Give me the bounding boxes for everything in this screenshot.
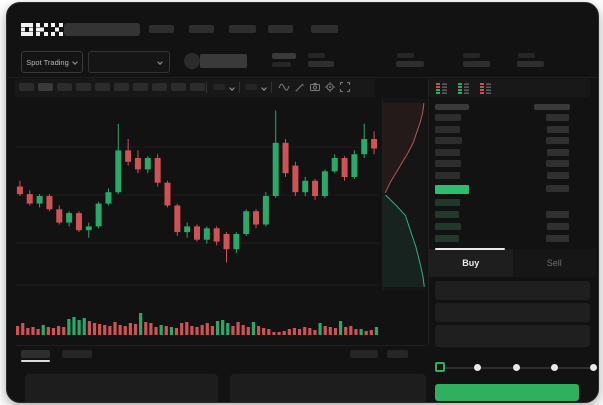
amount-input[interactable]	[435, 303, 590, 322]
slider-stop-1[interactable]	[473, 364, 481, 371]
tab-sell[interactable]: Sell	[512, 249, 596, 277]
slider-handle[interactable]	[435, 362, 445, 372]
slider-stop-2[interactable]	[512, 364, 520, 371]
stat-1-value	[308, 61, 334, 67]
line-chart-icon[interactable]	[278, 81, 290, 93]
app-window: OKX Spot Trading	[6, 2, 599, 403]
ask-row[interactable]	[429, 160, 596, 168]
price-sub-placeholder	[272, 62, 291, 67]
market-mode-label: Spot Trading	[26, 57, 69, 67]
tab-buy[interactable]: Buy	[429, 249, 513, 277]
stat-4-value	[517, 61, 544, 67]
interval-button-6[interactable]	[114, 83, 129, 91]
nav-item-4[interactable]	[268, 25, 293, 33]
history-table-placeholder	[230, 374, 426, 402]
candlestick-chart[interactable]	[15, 97, 379, 341]
bottom-action-1[interactable]	[350, 350, 378, 358]
orderbook-amount-header	[534, 104, 570, 110]
orderbook-view-bids-icon[interactable]	[457, 82, 470, 95]
bid-row[interactable]	[429, 235, 596, 243]
orders-table-placeholder	[25, 374, 218, 402]
chevron-down-icon[interactable]	[229, 85, 235, 91]
bottom-tab-active-indicator	[21, 360, 50, 362]
orderbook-toolbar	[429, 79, 590, 97]
ask-row[interactable]	[429, 148, 596, 157]
interval-button-7[interactable]	[133, 83, 148, 91]
bid-row[interactable]	[429, 211, 596, 219]
bottom-action-2[interactable]	[387, 350, 408, 358]
draw-pencil-icon[interactable]	[294, 81, 306, 93]
slider-stop-4[interactable]	[590, 364, 597, 371]
orderbook-view-both-icon[interactable]	[435, 82, 448, 95]
ask-row[interactable]	[429, 172, 596, 180]
ask-row[interactable]	[429, 114, 596, 122]
interval-button-5[interactable]	[95, 83, 110, 91]
last-price-placeholder	[272, 53, 296, 59]
interval-button-3[interactable]	[57, 83, 72, 91]
chevron-down-icon	[157, 59, 163, 65]
indicator-dropdown-2[interactable]	[245, 84, 257, 90]
stat-3-value	[463, 61, 490, 67]
interval-button-4[interactable]	[76, 83, 91, 91]
nav-item-5[interactable]	[311, 25, 338, 33]
indicator-dropdown-1[interactable]	[213, 84, 225, 90]
pair-name-placeholder	[200, 54, 247, 68]
bid-row[interactable]	[429, 223, 596, 231]
nav-item-1[interactable]	[149, 25, 174, 33]
place-buy-order-button[interactable]	[435, 384, 579, 401]
search-input[interactable]	[64, 23, 140, 36]
chevron-down-icon	[72, 59, 78, 65]
nav-item-2[interactable]	[189, 25, 214, 33]
ask-row[interactable]	[429, 125, 596, 134]
last-row[interactable]	[429, 185, 596, 194]
coin-avatar	[184, 53, 200, 69]
interval-button-1[interactable]	[19, 83, 34, 91]
bottom-tab-1[interactable]	[21, 350, 50, 358]
pair-select[interactable]	[88, 51, 170, 73]
stat-3-label	[463, 53, 480, 58]
stat-2-value	[396, 61, 424, 67]
order-side-tabs: Buy Sell	[429, 249, 596, 277]
total-input[interactable]	[435, 325, 590, 347]
interval-button-8[interactable]	[152, 83, 167, 91]
market-mode-select[interactable]: Spot Trading	[21, 51, 83, 73]
stat-4-label	[518, 53, 535, 58]
nav-item-3[interactable]	[229, 25, 256, 33]
interval-button-9[interactable]	[171, 83, 186, 91]
slider-stop-3[interactable]	[551, 364, 559, 371]
ask-row[interactable]	[429, 137, 596, 145]
active-tab-indicator	[435, 248, 505, 250]
camera-icon[interactable]	[309, 81, 321, 93]
fullscreen-icon[interactable]	[339, 81, 351, 93]
interval-button-2[interactable]	[38, 83, 53, 91]
orderbook-view-asks-icon[interactable]	[479, 82, 492, 95]
settings-gear-icon[interactable]	[324, 81, 336, 93]
orderbook-price-header	[435, 104, 469, 110]
okx-logo[interactable]: OKX	[21, 23, 63, 41]
depth-chart[interactable]	[382, 98, 426, 291]
price-input[interactable]	[435, 281, 590, 300]
bid-row[interactable]	[429, 199, 596, 207]
bottom-tab-2[interactable]	[62, 350, 92, 358]
stat-2-label	[397, 53, 414, 58]
chevron-down-icon[interactable]	[261, 85, 267, 91]
stat-1-label	[308, 53, 325, 58]
interval-button-10[interactable]	[190, 83, 205, 91]
